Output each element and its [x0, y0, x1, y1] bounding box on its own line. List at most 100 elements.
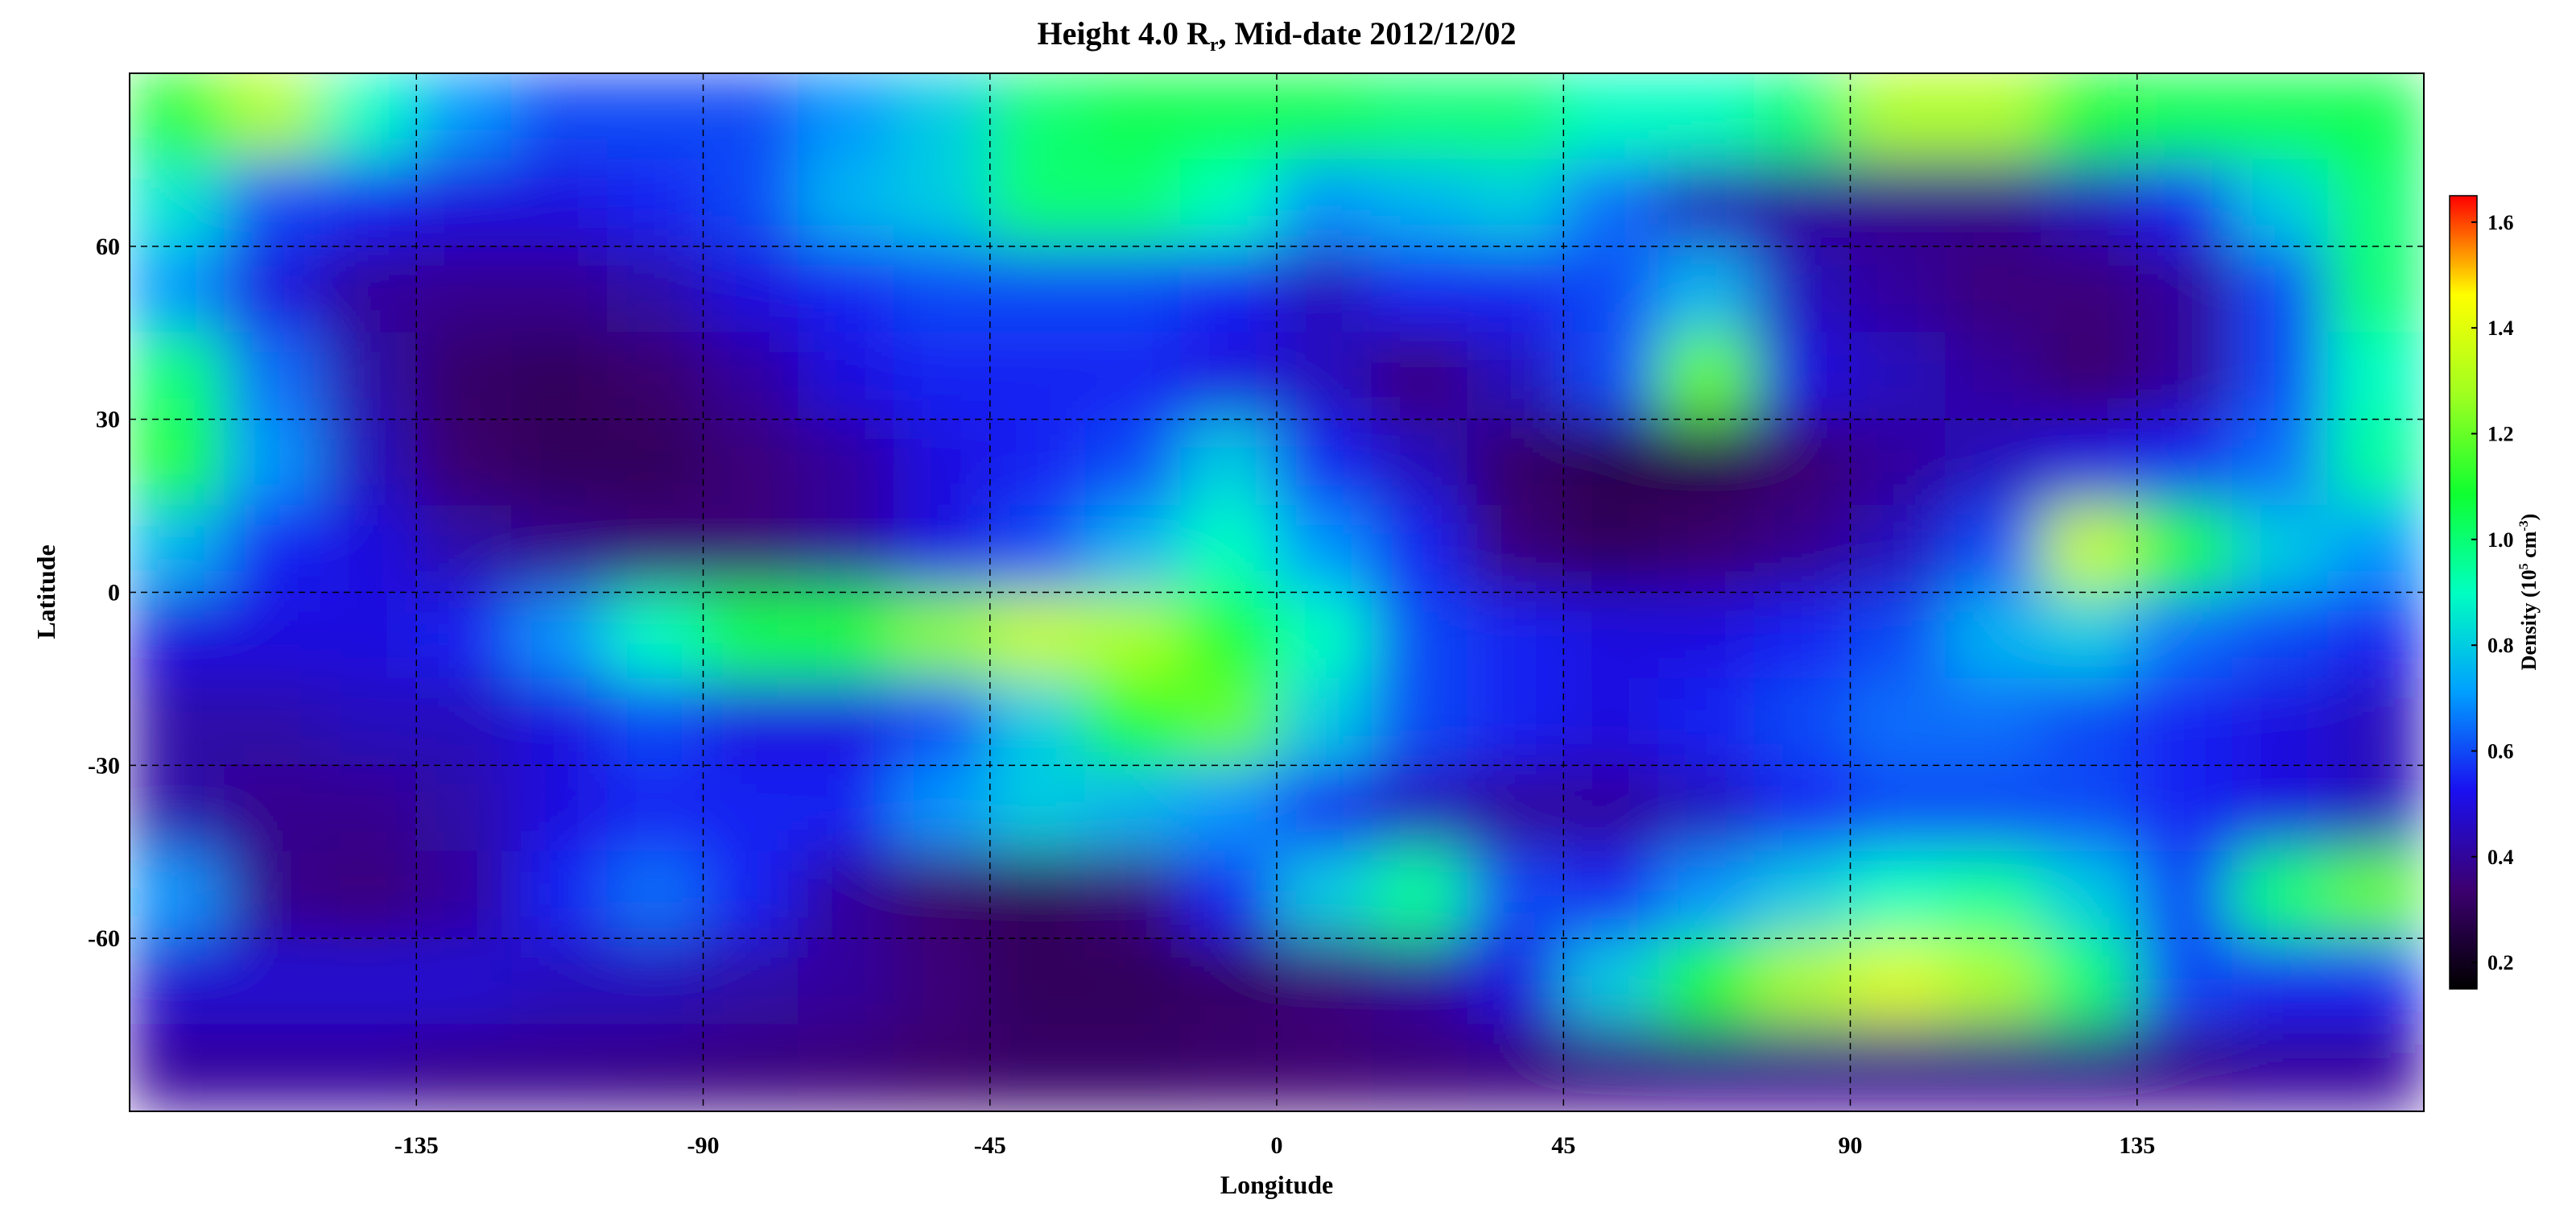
heat-cell	[2041, 937, 2138, 1026]
heat-cell	[1658, 159, 1756, 247]
heat-cell	[1849, 159, 1947, 247]
heat-cell	[1849, 764, 1947, 853]
heat-cell	[415, 677, 513, 767]
heat-cell	[1849, 850, 1947, 940]
heat-cell	[511, 332, 609, 420]
heat-cell	[989, 73, 1087, 161]
y-axis-label: Latitude	[31, 544, 60, 639]
heat-cell	[1084, 1024, 1183, 1111]
heat-cell	[1563, 937, 1660, 1026]
heat-cell	[1084, 73, 1183, 161]
heat-cell	[1084, 591, 1183, 680]
heat-cell	[1658, 418, 1756, 507]
heat-cell	[1945, 1024, 2042, 1111]
heat-cell	[1467, 245, 1565, 334]
heat-cell	[130, 677, 226, 767]
heat-cell	[798, 764, 895, 853]
heat-cell	[894, 1024, 991, 1111]
heat-cell	[511, 764, 609, 853]
heat-cell	[320, 505, 418, 594]
heat-cell	[606, 418, 704, 507]
heat-cell	[1084, 677, 1183, 767]
heat-cell	[2231, 418, 2330, 507]
heat-cell	[2041, 159, 2138, 247]
heat-cell	[2041, 505, 2138, 594]
heat-cell	[1467, 1024, 1565, 1111]
heat-cell	[2136, 332, 2234, 420]
heat-cell	[1276, 505, 1373, 594]
heat-cell	[2136, 850, 2234, 940]
heat-cell	[2231, 159, 2330, 247]
heat-cell	[2327, 245, 2424, 334]
heat-cell	[2041, 677, 2138, 767]
heat-cell	[1945, 332, 2042, 420]
heat-cell	[1467, 73, 1565, 161]
heat-cell	[2327, 850, 2424, 940]
heat-cell	[1180, 591, 1278, 680]
heat-cell	[130, 850, 226, 940]
heat-cell	[1276, 332, 1373, 420]
heat-cell	[130, 937, 226, 1026]
heat-cell	[130, 245, 226, 334]
heat-cell	[1180, 764, 1278, 853]
heat-cell	[1563, 505, 1660, 594]
heat-cell	[798, 505, 895, 594]
chart-title: Height 4.0 Rr, Mid-date 2012/12/02	[1037, 15, 1516, 56]
heat-cell	[1467, 937, 1565, 1026]
heat-cell	[224, 937, 322, 1026]
heat-cell	[1371, 764, 1469, 853]
heat-cell	[1276, 159, 1373, 247]
y-tick-label: 60	[96, 234, 120, 260]
heat-cell	[989, 1024, 1087, 1111]
heat-cell	[2136, 505, 2234, 594]
heat-cell	[1180, 937, 1278, 1026]
heat-cell	[1371, 677, 1469, 767]
heat-cell	[224, 1024, 322, 1111]
heat-cell	[2231, 850, 2330, 940]
heat-cell	[224, 850, 322, 940]
heat-cell	[224, 332, 322, 420]
heat-cell	[2327, 677, 2424, 767]
heat-cell	[2231, 73, 2330, 161]
heat-cell	[894, 245, 991, 334]
heat-cell	[702, 677, 800, 767]
colorbar-label: Density (105 cm-3)	[2517, 514, 2541, 671]
heat-cell	[1563, 332, 1660, 420]
heat-cell	[2327, 505, 2424, 594]
heat-cell	[1563, 418, 1660, 507]
y-tick-label: 30	[96, 407, 120, 433]
heat-cell	[1945, 159, 2042, 247]
heat-cell	[606, 764, 704, 853]
heat-cell	[1753, 418, 1852, 507]
heat-cell	[2041, 332, 2138, 420]
heat-cell	[2231, 332, 2330, 420]
heat-cell	[415, 159, 513, 247]
heat-cell	[511, 159, 609, 247]
heat-cell	[1945, 591, 2042, 680]
x-tick-label: -45	[974, 1132, 1006, 1159]
heat-cell	[1371, 332, 1469, 420]
heat-cell	[1180, 850, 1278, 940]
heat-cell	[130, 73, 226, 161]
heat-cell	[894, 937, 991, 1026]
heat-cell	[415, 764, 513, 853]
heat-cell	[1945, 73, 2042, 161]
heat-cell	[606, 850, 704, 940]
heat-cell	[606, 937, 704, 1026]
heat-cell	[606, 591, 704, 680]
colorbar-label-exp: -3	[2517, 520, 2531, 531]
heat-cell	[2327, 1024, 2424, 1111]
heat-cell	[2327, 591, 2424, 680]
title-subscript: r	[1210, 35, 1219, 56]
heat-cell	[511, 850, 609, 940]
heat-cell	[130, 1024, 226, 1111]
heat-cell	[702, 418, 800, 507]
heat-cell	[1276, 245, 1373, 334]
heat-cell	[989, 159, 1087, 247]
colorbar-tick-label: 0.8	[2487, 634, 2514, 657]
heat-cell	[2041, 1024, 2138, 1111]
heat-cell	[1849, 591, 1947, 680]
heat-cell	[2327, 332, 2424, 420]
heat-cell	[511, 73, 609, 161]
